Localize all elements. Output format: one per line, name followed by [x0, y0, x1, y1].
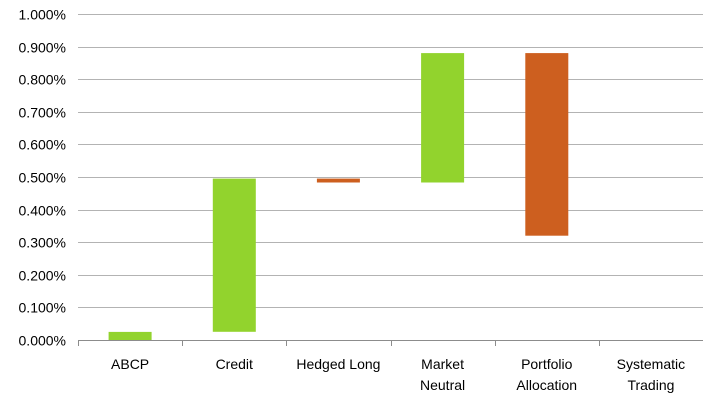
y-tick-label: 0.300%: [19, 235, 66, 251]
y-tick-label: 1.000%: [19, 7, 66, 23]
gridlines: [78, 14, 703, 308]
y-tick-label: 0.500%: [19, 170, 66, 186]
bars: [108, 53, 569, 340]
y-tick-label: 0.800%: [19, 72, 66, 88]
y-tick-label: 0.000%: [19, 333, 66, 349]
bar-abcp: [108, 331, 152, 340]
y-tick-label: 0.100%: [19, 300, 66, 316]
x-category-label: Portfolio Allocation: [516, 356, 577, 393]
bar-market-neutral: [421, 53, 465, 183]
x-category-label: ABCP: [111, 356, 149, 372]
y-tick-label: 0.900%: [19, 40, 66, 56]
x-axis-category-labels: ABCP Credit Hedged Long Market Neutral Portfo…: [111, 356, 685, 393]
y-axis-tick-labels: 0.000% 0.100% 0.200% 0.300% 0.400% 0.500% 0.60…: [19, 7, 66, 349]
x-category-label: Market Neutral: [420, 356, 465, 393]
bar-hedged-long: [316, 178, 360, 183]
y-tick-label: 0.200%: [19, 268, 66, 284]
y-tick-label: 0.600%: [19, 137, 66, 153]
y-tick-label: 0.700%: [19, 105, 66, 121]
bar-credit: [212, 178, 256, 332]
y-tick-label: 0.400%: [19, 203, 66, 219]
x-category-label: Credit: [216, 356, 253, 372]
x-category-label: Systematic Trading: [617, 356, 685, 393]
x-category-label: Hedged Long: [296, 356, 380, 372]
bar-portfolio-allocation: [525, 53, 569, 236]
x-axis: [78, 340, 703, 346]
